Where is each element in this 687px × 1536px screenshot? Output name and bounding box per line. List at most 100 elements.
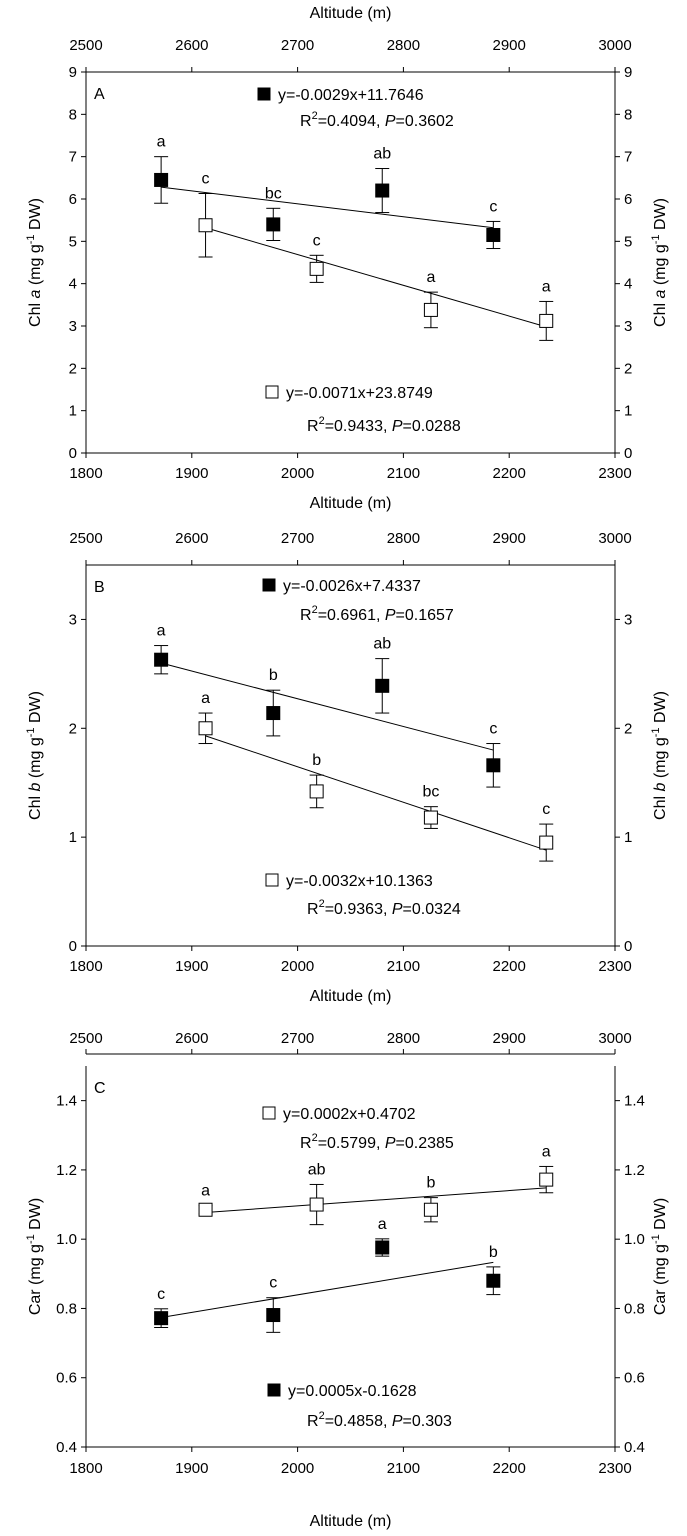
y-tick-label-right: 1.2	[624, 1162, 645, 1179]
filled-square-point	[486, 758, 501, 773]
stats-part: =0.1657	[396, 607, 454, 624]
y-axis-label-right: Chl a (mg g-1 DW)	[650, 198, 669, 327]
significance-letter: a	[157, 623, 166, 640]
significance-letter: c	[313, 232, 321, 249]
y-tick-label-right: 0.4	[624, 1439, 645, 1456]
y-label-part: Chl	[652, 299, 669, 327]
filled-square-point	[154, 172, 169, 187]
y-label-part: -1	[25, 727, 37, 737]
y-label-part: Chl	[652, 792, 669, 820]
y-tick-label-right: 2	[624, 360, 632, 377]
significance-letter: b	[312, 752, 321, 769]
x-tick-label-top: 2700	[281, 1030, 314, 1047]
x-tick-label-bottom: 2300	[598, 958, 631, 975]
y-tick-label-left: 5	[69, 233, 77, 250]
y-label-part: DW)	[27, 1198, 44, 1234]
y-axis-label-left: Chl b (mg g-1 DW)	[25, 691, 44, 820]
y-label-part: DW)	[652, 198, 669, 234]
stats-part: =0.0324	[403, 901, 461, 918]
y-label-part: a	[27, 290, 44, 299]
x-tick-label-top: 3000	[598, 1030, 631, 1047]
significance-letter: ab	[308, 1161, 326, 1178]
y-tick-label-left: 1.4	[56, 1093, 77, 1110]
y-label-part: (mg g	[652, 244, 669, 289]
significance-letter: a	[542, 278, 551, 295]
x-tick-label-bottom: 1900	[175, 958, 208, 975]
stats-part: 2	[319, 898, 325, 910]
significance-letter: c	[202, 170, 210, 187]
y-tick-label-left: 3	[69, 611, 77, 628]
stats-part: =0.6961,	[318, 607, 385, 624]
y-tick-label-right: 2	[624, 720, 632, 737]
stats-part: =0.9363,	[325, 901, 392, 918]
x-tick-label-bottom: 2000	[281, 1460, 314, 1477]
y-label-part: b	[652, 783, 669, 792]
regression-line	[205, 735, 547, 851]
regression-stats: R2=0.9433, P=0.0288	[307, 415, 461, 435]
y-tick-label-right: 0.6	[624, 1370, 645, 1387]
y-tick-label-left: 1	[69, 403, 77, 420]
filled-square-point	[154, 1311, 169, 1326]
legend-marker	[267, 1383, 281, 1397]
legend-marker	[262, 578, 276, 592]
y-tick-label-left: 1	[69, 829, 77, 846]
open-square-point	[198, 218, 213, 233]
stats-part: R	[307, 901, 319, 918]
y-tick-label-right: 5	[624, 233, 632, 250]
x-tick-label-bottom: 1800	[69, 958, 102, 975]
filled-square-point	[486, 227, 501, 242]
significance-letter: b	[489, 1244, 498, 1261]
y-tick-label-left: 9	[69, 64, 77, 81]
x-tick-label-bottom: 2300	[598, 465, 631, 482]
y-label-part: Car (mg g	[652, 1244, 669, 1315]
y-tick-label-left: 0	[69, 938, 77, 955]
stats-part: =0.3602	[396, 113, 454, 130]
x-axis-label-top: Altitude (m)	[310, 5, 392, 22]
stats-part: =0.2385	[396, 1135, 454, 1152]
stats-part: =0.5799,	[318, 1135, 385, 1152]
regression-equation: y=-0.0071x+23.8749	[286, 385, 433, 402]
open-square-point	[198, 1202, 213, 1217]
open-square-point	[423, 1202, 438, 1217]
x-tick-label-top: 2500	[69, 1030, 102, 1047]
x-tick-label-bottom: 2300	[598, 1460, 631, 1477]
stats-part: =0.303	[403, 1413, 452, 1430]
stats-part: 2	[319, 1410, 325, 1422]
open-square-point	[309, 784, 324, 799]
stats-part: =0.4858,	[325, 1413, 392, 1430]
stats-part: P	[392, 1413, 403, 1430]
open-square-point	[539, 835, 554, 850]
regression-line	[161, 1261, 494, 1318]
y-label-part: (mg g	[27, 737, 44, 782]
regression-stats: R2=0.6961, P=0.1657	[300, 604, 454, 624]
stats-part: =0.9433,	[325, 418, 392, 435]
panel-letter: A	[94, 86, 105, 103]
stats-part: 2	[312, 110, 318, 122]
y-tick-label-left: 0.8	[56, 1300, 77, 1317]
open-series: a b bc c y=-0.0032x+10.1363 R2=0.9363, P=0.03…	[198, 690, 554, 918]
x-axis-label-bottom: Altitude (m)	[310, 495, 392, 512]
significance-letter: c	[269, 1275, 277, 1292]
filled-square-point	[375, 183, 390, 198]
x-tick-label-bottom: 1800	[69, 465, 102, 482]
stats-part: R	[300, 1135, 312, 1152]
significance-letter: a	[157, 134, 166, 151]
y-label-part: -1	[25, 1234, 37, 1244]
y-tick-label-left: 0	[69, 445, 77, 462]
y-label-part: -1	[650, 727, 662, 737]
x-tick-label-top: 2700	[281, 530, 314, 547]
filled-square-point	[375, 1240, 390, 1255]
y-label-part: (mg g	[652, 737, 669, 782]
stats-part: =0.0288	[403, 418, 461, 435]
plot-frame	[85, 564, 616, 947]
x-tick-label-top: 2900	[493, 1030, 526, 1047]
stats-part: P	[385, 113, 396, 130]
significance-letter: ab	[373, 146, 391, 163]
y-tick-label-left: 8	[69, 106, 77, 123]
x-tick-label-top: 2500	[69, 530, 102, 547]
x-tick-label-top: 2600	[175, 530, 208, 547]
y-label-part: DW)	[652, 691, 669, 727]
significance-letter: b	[426, 1175, 435, 1192]
x-tick-label-bottom: 2100	[387, 1460, 420, 1477]
